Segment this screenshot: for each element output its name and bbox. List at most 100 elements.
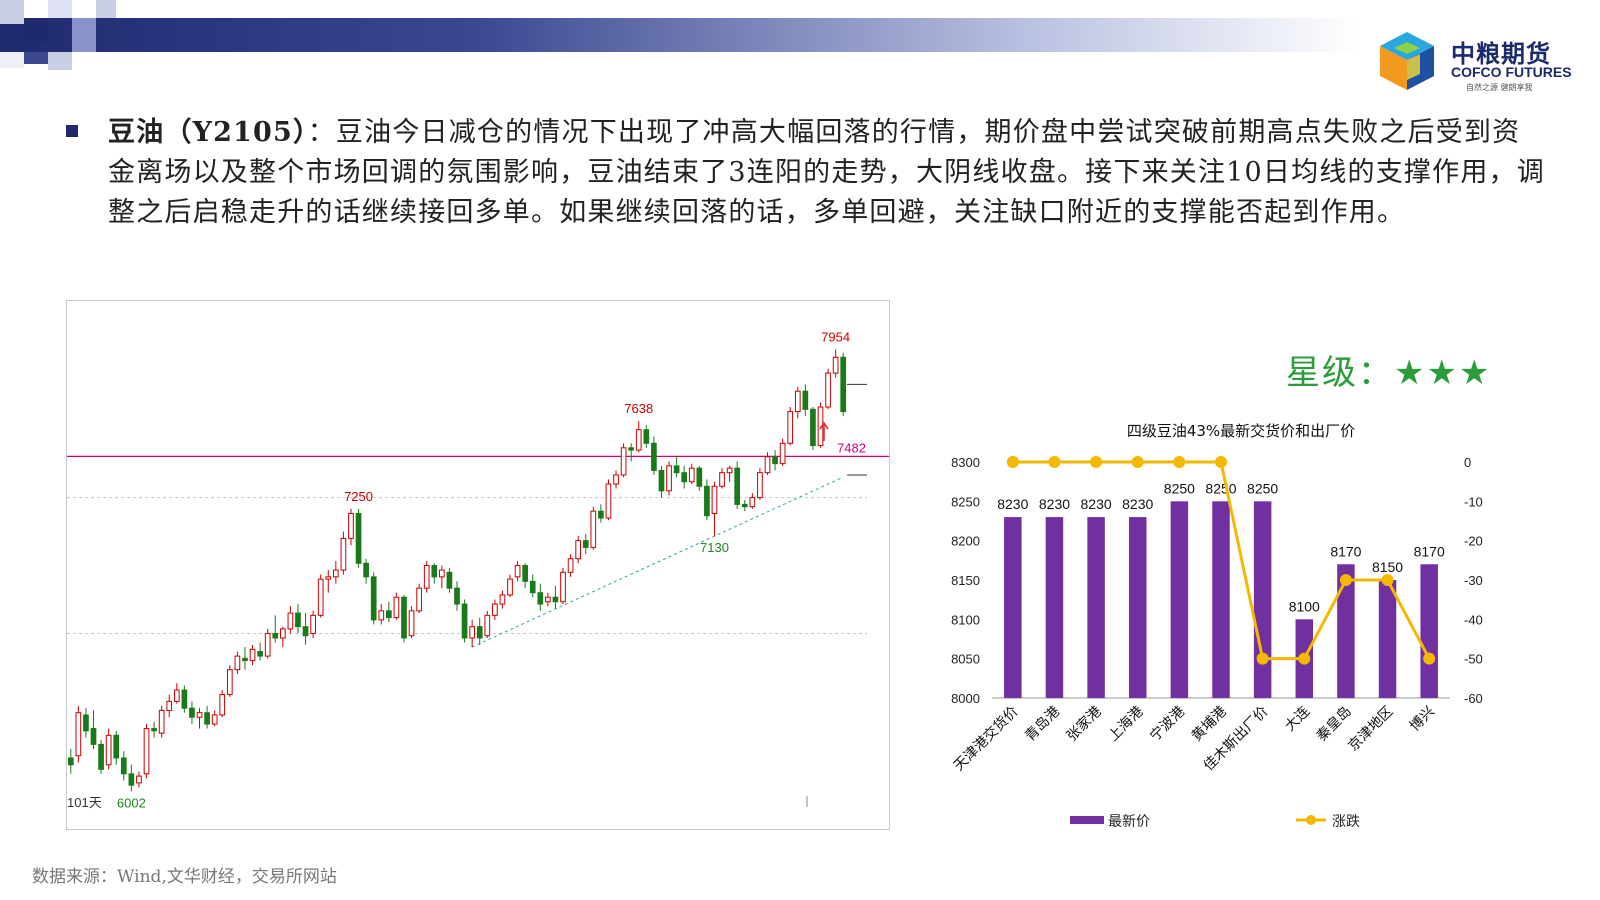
data-source-note: 数据来源：Wind,文华财经，交易所网站: [32, 867, 337, 887]
candle-body: [272, 632, 279, 639]
candle-body: [696, 467, 703, 487]
candle-body: [158, 709, 165, 734]
deco-square: [96, 0, 116, 18]
candle-body: [234, 655, 241, 671]
bar: [1212, 501, 1230, 698]
category-label: 上海港: [1106, 704, 1147, 745]
category-label: 京津地区: [1345, 704, 1396, 755]
category-label: 博兴: [1406, 703, 1438, 735]
bar-value-label: 8100: [1289, 598, 1320, 614]
cube-logo-icon: [1380, 32, 1434, 90]
bar-value-label: 8150: [1372, 559, 1403, 575]
candle-body: [113, 734, 120, 759]
candle-body: [514, 565, 521, 578]
candle-body: [567, 558, 574, 573]
deco-square: [0, 0, 24, 24]
candle-body: [181, 689, 188, 709]
category-label: 天津港交货价: [950, 703, 1021, 774]
candle-body: [355, 512, 362, 564]
rating-stars: ★★★: [1394, 353, 1492, 393]
left-axis-tick-label: 8300: [951, 455, 980, 470]
bar: [1004, 517, 1022, 698]
candle-body: [545, 596, 551, 603]
change-point: [1006, 456, 1019, 468]
candle-body: [802, 390, 809, 410]
candle-body: [666, 465, 672, 492]
candle-body: [779, 442, 786, 465]
candle-body: [688, 467, 695, 483]
commentary-title: 豆油（Y2105）: [108, 117, 308, 148]
candle-body: [332, 569, 339, 578]
candle-body: [651, 442, 657, 471]
candle-body: [151, 728, 157, 732]
candlestick-chart: 7954 7638 7250 7130 6002 7482 101天: [66, 300, 890, 830]
price-bar-line-chart: 四级豆油43%最新交货价和出厂价 8000 8050 8100 8150 8200 8250…: [940, 420, 1560, 860]
candle-body: [772, 456, 778, 465]
change-point: [1423, 652, 1436, 665]
bar-value-label: 8250: [1247, 480, 1278, 496]
candle-body: [620, 447, 627, 476]
candle-body: [416, 587, 422, 612]
period-label: 101天: [67, 795, 102, 810]
candle-body: [264, 632, 271, 657]
candle-body: [120, 757, 127, 775]
deco-square: [48, 52, 72, 70]
category-label: 张家港: [1063, 703, 1105, 745]
candle-body: [613, 474, 619, 485]
bar-value-label: 8230: [1039, 496, 1070, 512]
price-annotation: 7638: [624, 401, 653, 416]
candle-body: [484, 614, 491, 637]
star-rating: 星级：★★★: [1286, 345, 1491, 394]
change-point: [1090, 456, 1103, 468]
candle-body: [469, 626, 475, 639]
candle-body: [817, 406, 824, 447]
candle-body: [378, 610, 385, 621]
candle-body: [446, 571, 453, 589]
deco-square: [48, 0, 72, 18]
candle-body: [499, 594, 506, 605]
candle-body: [83, 714, 89, 732]
candle-body: [173, 689, 180, 702]
candle-body: [317, 578, 324, 616]
candle-body: [529, 580, 536, 594]
candle-body: [249, 648, 256, 662]
change-point: [1131, 456, 1144, 468]
candle-body: [302, 626, 309, 637]
change-point: [1256, 652, 1269, 665]
category-label: 黄埔港: [1188, 703, 1230, 745]
candle-body: [522, 565, 529, 582]
candle-body: [431, 565, 438, 578]
bar: [1420, 564, 1438, 698]
candle-body: [832, 356, 839, 374]
candle-body: [454, 587, 460, 605]
change-point: [1173, 456, 1186, 468]
trendline: [471, 477, 843, 648]
candle-body: [704, 485, 710, 517]
candle-body: [287, 612, 294, 630]
bar: [1170, 501, 1189, 698]
candle-body: [370, 576, 377, 621]
candle-body: [211, 714, 218, 725]
candle-body: [196, 712, 203, 718]
candle-body: [537, 592, 544, 605]
candle-body: [635, 429, 642, 451]
left-axis-tick-label: 8050: [951, 652, 980, 667]
candle-body: [734, 467, 741, 505]
bar-value-label: 8230: [1081, 496, 1112, 512]
bar: [1337, 564, 1355, 698]
candle-body: [166, 700, 173, 711]
legend-label: 最新价: [1108, 814, 1150, 830]
right-axis-tick-label: -60: [1464, 691, 1483, 706]
bar: [1128, 517, 1147, 698]
candle-body: [408, 610, 415, 637]
candle-body: [719, 472, 725, 487]
right-axis-tick-label: -10: [1464, 494, 1483, 509]
change-point: [1298, 652, 1311, 665]
candle-body: [363, 562, 369, 578]
candle-body: [204, 712, 210, 725]
candle-body: [757, 472, 763, 499]
candle-body: [590, 510, 597, 548]
candle-body: [67, 757, 74, 766]
rating-label: 星级：: [1286, 353, 1394, 393]
candle-body: [658, 469, 665, 492]
